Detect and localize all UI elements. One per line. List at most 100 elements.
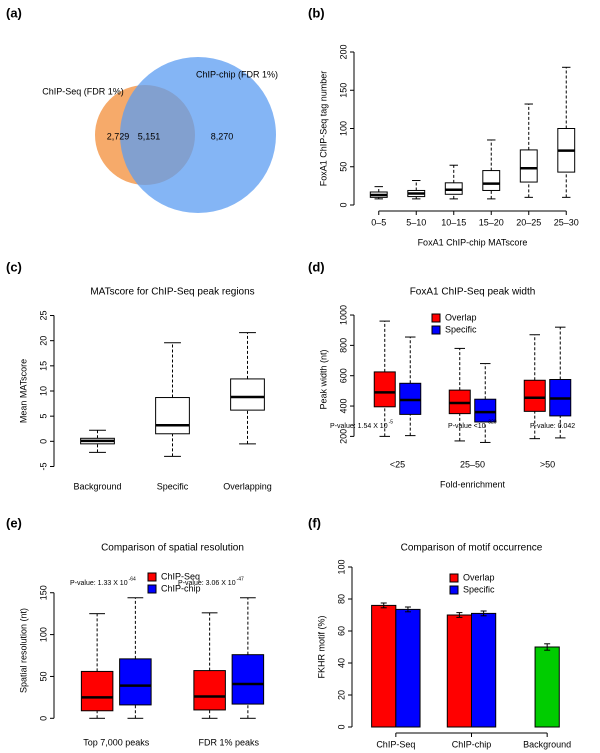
- x-tick-label: Background: [523, 739, 571, 749]
- set-label: ChIP-chip (FDR 1%): [196, 69, 278, 79]
- x-axis-label: Fold-enrichment: [440, 479, 506, 489]
- chart-title: Comparison of spatial resolution: [101, 543, 244, 554]
- legend-label: Overlap: [445, 312, 477, 322]
- y-tick-label: 200: [338, 429, 348, 444]
- legend-swatch: [431, 325, 441, 335]
- chart-title: FoxA1 ChIP-Seq peak width: [410, 287, 536, 298]
- annotation: P-value: 1.54 X 10: [330, 423, 388, 430]
- legend-label: ChIP-chip: [161, 583, 201, 593]
- y-tick-label: 5: [38, 414, 48, 419]
- panel-label: (e): [6, 515, 22, 530]
- region-label: 2,729: [107, 131, 130, 141]
- legend-swatch: [449, 585, 459, 595]
- y-tick-label: 80: [336, 594, 346, 604]
- legend-swatch: [147, 572, 157, 582]
- venn-set: [120, 57, 276, 213]
- x-tick-label: ChIP-chip: [452, 739, 492, 749]
- legend-swatch: [431, 313, 441, 323]
- panel-label: (a): [6, 5, 22, 20]
- bar: [395, 608, 421, 728]
- y-axis-label: FKHR motif (%): [316, 615, 326, 678]
- x-tick-label: FDR 1% peaks: [198, 737, 259, 747]
- annotation-exponent: -47: [237, 576, 244, 582]
- x-tick-label: 0–5: [371, 217, 386, 227]
- y-tick-label: 400: [338, 399, 348, 414]
- legend-label: ChIP-Seq: [161, 571, 200, 581]
- x-tick-label: 5–10: [406, 217, 426, 227]
- annotation: P-value: 0.042: [530, 423, 575, 430]
- chart-title: MATscore for ChIP-Seq peak regions: [90, 287, 254, 298]
- y-tick-label: 20: [38, 336, 48, 346]
- y-tick-label: 100: [336, 559, 346, 574]
- x-tick-label: <25: [390, 459, 405, 469]
- legend-swatch: [449, 573, 459, 583]
- y-tick-label: 0: [336, 724, 346, 729]
- box: [155, 397, 190, 435]
- legend-label: Specific: [445, 324, 477, 334]
- bar: [534, 646, 560, 728]
- set-label: ChIP-Seq (FDR 1%): [42, 86, 124, 96]
- y-axis-label: FoxA1 ChIP-Seq tag number: [318, 71, 328, 187]
- y-tick-label: 150: [338, 83, 348, 98]
- y-tick-label: 0: [38, 439, 48, 444]
- y-tick-label: 15: [38, 361, 48, 371]
- legend-label: Overlap: [463, 572, 495, 582]
- region-label: 8,270: [211, 131, 234, 141]
- y-tick-label: 20: [336, 690, 346, 700]
- box: [373, 371, 396, 408]
- annotation-exponent: -320: [487, 419, 497, 425]
- x-tick-label: 20–25: [516, 217, 541, 227]
- chart-title: Comparison of motif occurrence: [401, 543, 543, 554]
- box: [119, 658, 152, 706]
- annotation: P-value <10: [448, 423, 486, 430]
- box: [80, 670, 114, 712]
- y-tick-label: 150: [38, 585, 48, 600]
- x-tick-label: Top 7,000 peaks: [83, 737, 150, 747]
- box: [523, 379, 546, 412]
- x-tick-label: Background: [73, 481, 121, 491]
- y-axis-label: Spatial resolution (nt): [18, 608, 28, 693]
- y-axis-label: Peak width (nt): [318, 349, 328, 409]
- panel-label: (c): [6, 259, 22, 274]
- box: [482, 170, 501, 191]
- x-tick-label: 15–20: [479, 217, 504, 227]
- box: [474, 398, 497, 423]
- y-tick-label: 1000: [338, 305, 348, 325]
- annotation: P-value: 3.06 X 10: [178, 580, 236, 587]
- x-tick-label: Overlapping: [223, 481, 272, 491]
- x-tick-label: 25–30: [554, 217, 579, 227]
- y-tick-label: 100: [338, 121, 348, 136]
- x-tick-label: 10–15: [441, 217, 466, 227]
- annotation-exponent: -64: [129, 576, 136, 582]
- y-tick-label: -5: [38, 462, 48, 470]
- region-label: 5,151: [138, 131, 161, 141]
- annotation: P-value: 1.33 X 10: [70, 580, 128, 587]
- y-tick-label: 50: [338, 162, 348, 172]
- y-tick-label: 10: [38, 386, 48, 396]
- box: [193, 670, 226, 711]
- box: [231, 654, 265, 705]
- y-tick-label: 60: [336, 626, 346, 636]
- x-tick-label: >50: [540, 459, 555, 469]
- legend-swatch: [147, 584, 157, 594]
- x-tick-label: Specific: [157, 481, 189, 491]
- x-axis-label: FoxA1 ChIP-chip MATscore: [418, 237, 528, 247]
- box: [519, 149, 538, 183]
- panel-label: (b): [308, 5, 325, 20]
- y-tick-label: 200: [338, 44, 348, 59]
- y-tick-label: 25: [38, 311, 48, 321]
- box: [230, 378, 265, 411]
- y-tick-label: 100: [38, 627, 48, 642]
- y-axis-label: Mean MATscore: [18, 359, 28, 423]
- y-tick-label: 40: [336, 658, 346, 668]
- panel-label: (d): [308, 259, 325, 274]
- legend-label: Specific: [463, 584, 495, 594]
- bar: [446, 614, 472, 728]
- y-tick-label: 50: [38, 671, 48, 681]
- annotation-exponent: -5: [389, 419, 394, 425]
- panel-label: (f): [308, 515, 321, 530]
- bar: [371, 604, 397, 728]
- bar: [471, 612, 497, 728]
- x-tick-label: 25–50: [460, 459, 485, 469]
